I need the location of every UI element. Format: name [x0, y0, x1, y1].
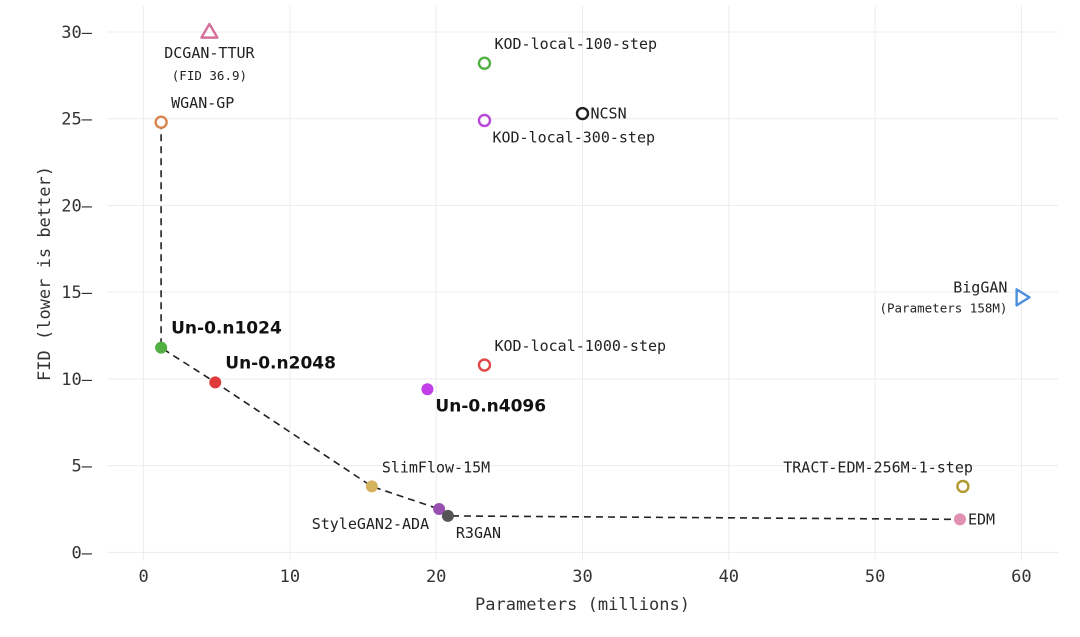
point-label-edm: EDM [968, 510, 995, 528]
point-label-un-0-n4096: Un-0.n4096 [435, 396, 546, 416]
marker-r3gan [441, 509, 454, 522]
point-label-kod-local-300-step: KOD-local-300-step [492, 128, 655, 146]
point-label-tract-edm-256m-1-step: TRACT-EDM-256M-1-step [783, 458, 973, 476]
y-tick-label: 30– [61, 23, 92, 43]
y-tick-label: 10– [61, 370, 92, 390]
point-labels: DCGAN-TTUR (FID 36.9) WGAN-GP KOD-local-100… [164, 35, 1007, 542]
x-tick-label: 50 [865, 567, 885, 587]
y-axis-label: FID (lower is better) [35, 166, 55, 381]
x-tick-label: 30 [572, 567, 592, 587]
y-tick-label: 5– [72, 457, 93, 477]
marker-un-0-n1024 [155, 341, 168, 354]
y-tick-label: 25– [61, 110, 92, 130]
x-tick-label: 60 [1011, 567, 1031, 587]
marker-tract-edm-256m-1-step [956, 479, 970, 494]
marker-dcgan-ttur [200, 22, 219, 39]
point-label-kod-local-100-step: KOD-local-100-step [494, 35, 657, 53]
marker-stylegan2-ada [433, 502, 446, 515]
point-sublabel-dcgan-ttur: (FID 36.9) [172, 68, 247, 83]
point-label-kod-local-1000-step: KOD-local-1000-step [494, 337, 666, 355]
data-points [154, 22, 1031, 526]
grid-lines [107, 6, 1058, 561]
point-label-un-0-n2048: Un-0.n2048 [225, 353, 336, 373]
point-label-r3gan: R3GAN [456, 524, 501, 542]
marker-kod-local-300-step [477, 113, 492, 128]
x-tick-label: 10 [280, 567, 300, 587]
point-label-slimflow-15m: SlimFlow-15M [382, 458, 490, 476]
marker-wgan-gp [154, 115, 168, 129]
marker-edm [953, 513, 966, 526]
point-label-stylegan2-ada: StyleGAN2-ADA [312, 515, 429, 533]
y-tick-label: 0– [72, 543, 93, 563]
x-tick-label: 40 [719, 567, 739, 587]
x-tick-label: 0 [138, 567, 148, 587]
marker-kod-local-1000-step [477, 358, 492, 372]
point-label-wgan-gp: WGAN-GP [171, 94, 234, 112]
point-label-ncsn: NCSN [591, 105, 627, 123]
y-tick-label: 15– [61, 283, 92, 303]
point-label-dcgan-ttur: DCGAN-TTUR [164, 44, 255, 62]
x-tick-label: 20 [426, 567, 446, 587]
marker-slimflow-15m [365, 480, 378, 493]
point-label-un-0-n1024: Un-0.n1024 [171, 319, 282, 339]
marker-biggan [1015, 288, 1031, 307]
point-sublabel-biggan: (Parameters 158M) [879, 300, 1007, 315]
marker-un-0-n4096 [421, 383, 434, 396]
x-axis-label: Parameters (millions) [475, 595, 690, 615]
marker-un-0-n2048 [209, 376, 222, 389]
y-tick-label: 20– [61, 196, 92, 216]
point-label-biggan: BigGAN [953, 278, 1007, 296]
marker-ncsn [575, 106, 590, 121]
tick-labels: 0 10 20 30 40 50 60 0– 5– 10– 15– 20– 25– 30– [61, 23, 1031, 587]
marker-kod-local-100-step [477, 56, 492, 70]
